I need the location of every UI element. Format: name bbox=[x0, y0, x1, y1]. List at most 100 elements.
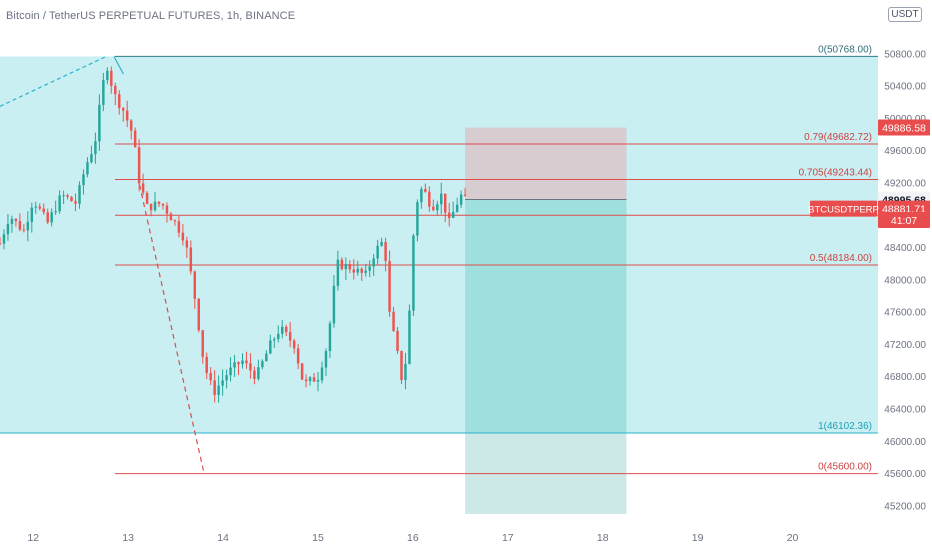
candle[interactable] bbox=[149, 203, 153, 211]
candle[interactable] bbox=[74, 201, 77, 204]
candle[interactable] bbox=[316, 380, 320, 382]
candle[interactable] bbox=[237, 362, 240, 365]
candle[interactable] bbox=[288, 332, 292, 341]
candle[interactable] bbox=[2, 234, 6, 244]
trend-line[interactable] bbox=[113, 56, 124, 75]
candle[interactable] bbox=[133, 130, 137, 148]
candle[interactable] bbox=[376, 245, 379, 259]
candle[interactable] bbox=[58, 195, 61, 212]
candle[interactable] bbox=[18, 221, 22, 230]
candle[interactable] bbox=[213, 380, 216, 395]
candle[interactable] bbox=[193, 271, 197, 299]
candle[interactable] bbox=[141, 183, 145, 193]
candle[interactable] bbox=[201, 330, 204, 357]
candle[interactable] bbox=[217, 385, 220, 395]
candle[interactable] bbox=[225, 375, 228, 381]
candle[interactable] bbox=[229, 367, 232, 376]
candle[interactable] bbox=[241, 360, 244, 365]
candle[interactable] bbox=[50, 212, 53, 223]
candle[interactable] bbox=[392, 311, 395, 331]
candle[interactable] bbox=[46, 212, 49, 223]
candle[interactable] bbox=[312, 377, 316, 382]
candle[interactable] bbox=[110, 70, 113, 86]
candle[interactable] bbox=[161, 203, 165, 206]
candle[interactable] bbox=[10, 218, 14, 224]
candle[interactable] bbox=[137, 147, 141, 184]
candle[interactable] bbox=[320, 367, 324, 381]
candle[interactable] bbox=[360, 268, 363, 273]
candle[interactable] bbox=[300, 363, 304, 380]
trend-line[interactable] bbox=[138, 184, 205, 474]
candle[interactable] bbox=[463, 194, 467, 196]
candle[interactable] bbox=[94, 141, 97, 155]
candle[interactable] bbox=[408, 310, 411, 364]
candle[interactable] bbox=[26, 221, 30, 231]
candle[interactable] bbox=[440, 193, 443, 205]
currency-selector-button[interactable]: USDT bbox=[888, 7, 922, 22]
candle[interactable] bbox=[344, 264, 348, 270]
trend-line[interactable] bbox=[0, 55, 107, 107]
candle[interactable] bbox=[70, 196, 73, 202]
candle[interactable] bbox=[165, 205, 169, 214]
candle[interactable] bbox=[420, 189, 423, 203]
candle[interactable] bbox=[114, 85, 117, 95]
candle[interactable] bbox=[328, 323, 332, 352]
candle[interactable] bbox=[106, 70, 109, 81]
candle[interactable] bbox=[181, 232, 185, 241]
candle[interactable] bbox=[368, 266, 371, 271]
candle[interactable] bbox=[177, 221, 181, 233]
candle[interactable] bbox=[34, 206, 38, 208]
candle[interactable] bbox=[189, 247, 193, 272]
candle[interactable] bbox=[249, 363, 252, 371]
candle[interactable] bbox=[0, 243, 2, 245]
take-profit-box[interactable] bbox=[465, 199, 627, 434]
candle[interactable] bbox=[38, 206, 41, 209]
candle[interactable] bbox=[284, 326, 288, 333]
candle[interactable] bbox=[66, 195, 69, 197]
candle[interactable] bbox=[380, 241, 383, 246]
candle[interactable] bbox=[233, 362, 236, 368]
candle[interactable] bbox=[348, 264, 352, 270]
stop-loss-box[interactable] bbox=[465, 127, 627, 200]
candle[interactable] bbox=[432, 206, 435, 211]
candle[interactable] bbox=[197, 298, 200, 331]
candle[interactable] bbox=[324, 351, 328, 368]
candle[interactable] bbox=[62, 195, 65, 197]
candle[interactable] bbox=[443, 193, 447, 213]
candle[interactable] bbox=[372, 258, 375, 267]
candle[interactable] bbox=[145, 192, 149, 204]
candle[interactable] bbox=[396, 330, 399, 352]
candle[interactable] bbox=[205, 356, 208, 374]
candle[interactable] bbox=[447, 212, 451, 218]
candle[interactable] bbox=[459, 194, 463, 205]
candle[interactable] bbox=[42, 208, 45, 213]
candle[interactable] bbox=[157, 201, 161, 204]
candle[interactable] bbox=[54, 211, 57, 213]
candle[interactable] bbox=[296, 348, 300, 364]
candle[interactable] bbox=[400, 351, 403, 380]
candle[interactable] bbox=[436, 204, 439, 211]
candle[interactable] bbox=[336, 259, 340, 286]
candle[interactable] bbox=[404, 363, 407, 380]
candle[interactable] bbox=[416, 202, 419, 236]
candle[interactable] bbox=[169, 213, 173, 221]
candle[interactable] bbox=[424, 189, 427, 192]
candle[interactable] bbox=[173, 220, 177, 222]
candle[interactable] bbox=[185, 240, 189, 248]
candle[interactable] bbox=[86, 162, 89, 175]
candle[interactable] bbox=[153, 201, 157, 211]
candle[interactable] bbox=[388, 260, 391, 312]
candle[interactable] bbox=[352, 269, 356, 273]
candle[interactable] bbox=[304, 379, 308, 382]
candle[interactable] bbox=[22, 229, 26, 231]
candle[interactable] bbox=[257, 367, 260, 379]
candle[interactable] bbox=[384, 241, 387, 261]
candle[interactable] bbox=[82, 174, 85, 186]
candle[interactable] bbox=[356, 268, 360, 273]
candle[interactable] bbox=[30, 207, 34, 222]
candle[interactable] bbox=[125, 110, 129, 121]
candle[interactable] bbox=[308, 377, 312, 382]
candle[interactable] bbox=[90, 154, 93, 163]
candle[interactable] bbox=[273, 339, 276, 341]
